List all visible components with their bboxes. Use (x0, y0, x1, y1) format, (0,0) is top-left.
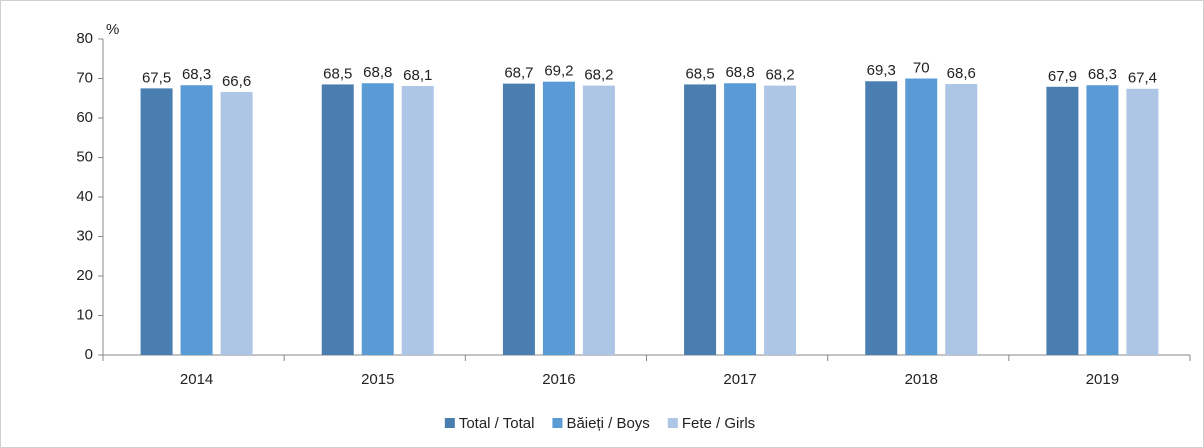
y-tick-label: 50 (76, 148, 93, 165)
data-label: 68,5 (323, 65, 352, 82)
data-label: 67,4 (1128, 70, 1157, 87)
y-tick-label: 20 (76, 267, 93, 284)
data-label: 68,8 (363, 64, 392, 81)
y-tick-label: 30 (76, 227, 93, 244)
x-tick-label: 2015 (361, 371, 394, 388)
data-label: 68,2 (765, 67, 794, 84)
y-tick-label: 10 (76, 306, 93, 323)
data-label: 66,6 (222, 73, 251, 90)
legend-swatch (667, 418, 678, 428)
y-tick-label: 0 (85, 346, 93, 363)
y-tick-label: 80 (76, 30, 93, 47)
y-axis-label: % (106, 21, 119, 38)
x-tick-label: 2017 (723, 371, 756, 388)
legend-label: Băieți / Boys (566, 415, 649, 432)
data-label: 67,9 (1048, 68, 1077, 85)
data-label: 69,3 (867, 62, 896, 79)
bar (1046, 86, 1079, 356)
bar (724, 83, 757, 356)
bar (684, 84, 717, 356)
bar (582, 85, 615, 356)
data-label: 68,1 (403, 67, 432, 84)
x-tick-label: 2014 (180, 371, 213, 388)
legend-label: Total / Total (459, 415, 535, 432)
bar (401, 86, 434, 355)
data-label: 68,8 (725, 64, 754, 81)
data-label: 68,3 (182, 66, 211, 83)
bar (361, 83, 394, 356)
x-tick-label: 2018 (905, 371, 938, 388)
data-label: 68,6 (947, 65, 976, 82)
data-label: 68,5 (685, 65, 714, 82)
bar (140, 88, 173, 355)
x-tick-label: 2016 (542, 371, 575, 388)
bar (945, 84, 978, 355)
y-tick-label: 60 (76, 109, 93, 126)
data-label: 70 (913, 59, 930, 76)
data-label: 69,2 (544, 63, 573, 80)
y-tick-label: 40 (76, 188, 93, 205)
bar (502, 83, 535, 355)
bar (905, 78, 938, 355)
bar (321, 84, 354, 356)
bar (764, 85, 797, 356)
legend-swatch (552, 418, 563, 428)
bar (865, 81, 898, 355)
data-label: 68,2 (584, 67, 613, 84)
data-label: 68,3 (1088, 66, 1117, 83)
y-tick-label: 70 (76, 69, 93, 86)
bar (1086, 85, 1119, 355)
bar (180, 85, 213, 355)
data-label: 67,5 (142, 69, 171, 86)
bar (542, 81, 575, 355)
legend-label: Fete / Girls (682, 415, 755, 432)
x-tick-label: 2019 (1086, 371, 1119, 388)
legend-swatch (444, 418, 455, 428)
bar (1126, 88, 1159, 356)
data-label: 68,7 (504, 65, 533, 82)
bar (220, 91, 253, 356)
